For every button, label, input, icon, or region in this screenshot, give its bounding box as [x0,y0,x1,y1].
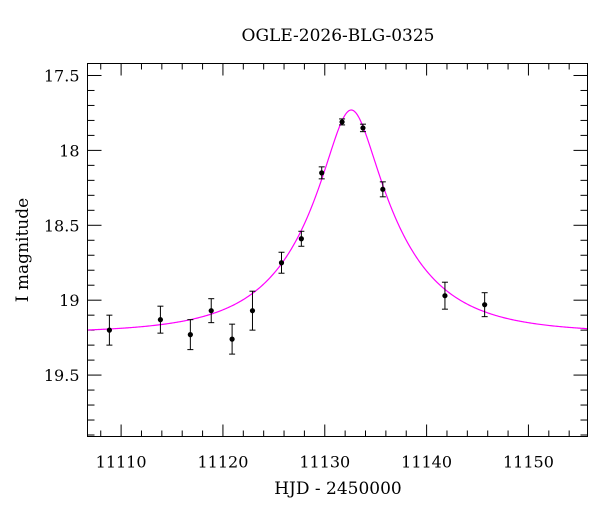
data-point [318,166,325,180]
point-marker [360,125,366,131]
data-point [157,305,164,334]
model-curve [87,109,588,331]
data-point [441,281,448,310]
point-marker [442,293,448,299]
data-point [208,298,215,324]
chart-title: OGLE-2026-BLG-0325 [242,26,435,46]
model-curve-group [87,109,588,331]
x-tick-label: 11150 [503,453,554,472]
data-point [481,292,488,318]
tick-labels: 11110 11120 11130 11140 11150 17.5 18 18.5 19 19.… [44,66,554,471]
point-marker [339,119,345,125]
point-marker [229,336,235,342]
data-point [379,181,386,198]
data-point [278,251,285,274]
data-point [339,118,346,126]
x-tick-label: 11120 [197,453,248,472]
y-tick-label: 17.5 [44,66,80,85]
x-tick-label: 11130 [299,453,350,472]
y-tick-label: 18 [59,141,79,160]
point-marker [157,317,164,323]
data-point [229,323,236,355]
x-tick-label: 11140 [401,453,452,472]
x-axis-label: HJD - 2450000 [274,479,402,499]
point-marker [298,236,304,242]
plot-frame [87,63,588,437]
y-axis-label: I magnitude [13,198,33,302]
point-marker [208,308,214,314]
point-marker [380,186,386,192]
point-marker [249,308,256,314]
point-marker [187,332,193,338]
y-tick-label: 18.5 [44,216,80,235]
y-tick-label: 19.5 [44,366,80,385]
point-marker [106,327,112,333]
point-marker [482,302,488,308]
y-tick-label: 19 [59,291,79,310]
data-point [187,319,194,351]
point-marker [319,170,325,176]
data-point [106,314,113,346]
data-point [359,123,366,133]
data-point [249,290,256,331]
data-point [298,230,305,247]
axis-ticks [87,63,588,437]
data-points [106,118,488,355]
point-marker [278,260,285,266]
x-tick-label: 11110 [96,453,147,472]
